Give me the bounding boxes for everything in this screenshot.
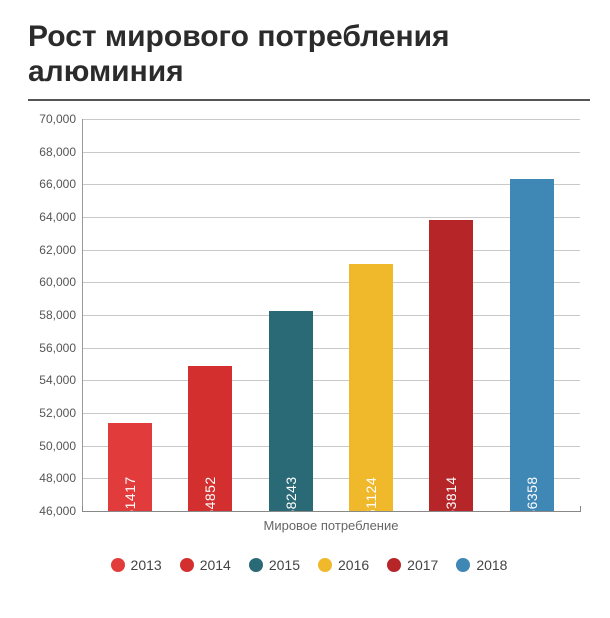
x-tick xyxy=(82,506,83,512)
y-tick-label: 58,000 xyxy=(28,308,76,322)
x-axis-caption: Мировое потребление xyxy=(82,518,580,533)
legend-label: 2014 xyxy=(200,557,231,573)
chart-legend: 2013 2014 2015 2016 2017 2018 xyxy=(28,557,590,573)
legend-item-2016: 2016 xyxy=(318,557,369,573)
legend-label: 2018 xyxy=(476,557,507,573)
bar-2015: 58243 xyxy=(269,311,313,511)
bar-slot: 63814 xyxy=(411,119,491,511)
y-tick-label: 48,000 xyxy=(28,471,76,485)
y-tick-label: 52,000 xyxy=(28,406,76,420)
legend-dot-icon xyxy=(456,558,470,572)
legend-dot-icon xyxy=(111,558,125,572)
legend-item-2017: 2017 xyxy=(387,557,438,573)
y-tick-label: 64,000 xyxy=(28,210,76,224)
legend-label: 2017 xyxy=(407,557,438,573)
legend-dot-icon xyxy=(249,558,263,572)
y-tick-label: 70,000 xyxy=(28,112,76,126)
y-tick-label: 68,000 xyxy=(28,145,76,159)
y-tick-label: 60,000 xyxy=(28,275,76,289)
legend-label: 2013 xyxy=(131,557,162,573)
y-tick-label: 46,000 xyxy=(28,504,76,518)
title-underline xyxy=(28,99,590,101)
chart-title: Рост мирового потребления алюминия xyxy=(28,20,590,89)
legend-item-2013: 2013 xyxy=(111,557,162,573)
bar-2014: 54852 xyxy=(188,366,232,511)
y-tick-label: 62,000 xyxy=(28,243,76,257)
y-tick-label: 66,000 xyxy=(28,177,76,191)
bar-2016: 61124 xyxy=(349,264,393,511)
y-tick-label: 50,000 xyxy=(28,439,76,453)
legend-dot-icon xyxy=(387,558,401,572)
legend-label: 2016 xyxy=(338,557,369,573)
bar-slot: 54852 xyxy=(170,119,250,511)
bar-slot: 51417 xyxy=(90,119,170,511)
legend-item-2015: 2015 xyxy=(249,557,300,573)
bar-2013: 51417 xyxy=(108,423,152,511)
legend-item-2014: 2014 xyxy=(180,557,231,573)
bar-slot: 58243 xyxy=(251,119,331,511)
legend-dot-icon xyxy=(180,558,194,572)
legend-dot-icon xyxy=(318,558,332,572)
bar-2017: 63814 xyxy=(429,220,473,511)
bar-2018: 66358 xyxy=(510,179,554,512)
x-tick xyxy=(580,506,581,512)
x-axis: Мировое потребление xyxy=(82,511,580,539)
legend-label: 2015 xyxy=(269,557,300,573)
bar-slot: 61124 xyxy=(331,119,411,511)
chart-bars-container: 51417 54852 58243 61124 63814 66358 xyxy=(82,119,580,511)
y-tick-label: 54,000 xyxy=(28,373,76,387)
y-tick-label: 56,000 xyxy=(28,341,76,355)
chart-area: 46,00048,00050,00052,00054,00056,00058,0… xyxy=(82,119,590,539)
bar-slot: 66358 xyxy=(492,119,572,511)
legend-item-2018: 2018 xyxy=(456,557,507,573)
